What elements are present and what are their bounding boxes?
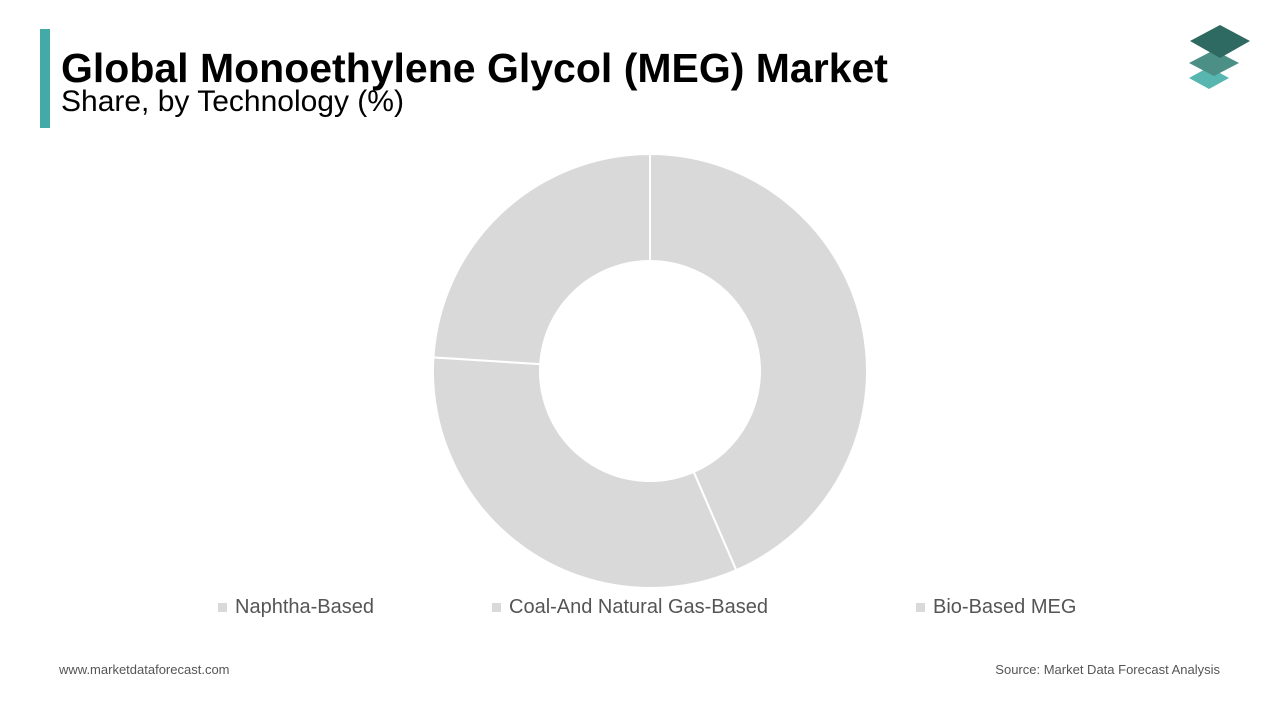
legend-swatch — [916, 602, 925, 612]
donut-slice-coal-and-natural-gas-based — [432, 356, 738, 589]
footer-website: www.marketdataforecast.com — [59, 662, 230, 677]
legend-label: Bio-Based MEG — [933, 595, 1077, 618]
logo-layer-middle — [1189, 50, 1239, 76]
donut-slice-naphtha-based — [649, 152, 868, 572]
chart-subtitle: Share, by Technology (%) — [61, 85, 404, 118]
legend-label: Naphtha-Based — [235, 595, 374, 618]
logo-layer-top — [1190, 25, 1250, 58]
title-accent-bar — [40, 29, 50, 128]
donut-slice-bio-based-meg — [432, 152, 651, 366]
legend-item-naphtha-based: Naphtha-Based — [218, 594, 374, 620]
legend-item-bio-based-meg: Bio-Based MEG — [916, 594, 1076, 620]
legend-swatch — [218, 602, 227, 612]
legend-label: Coal-And Natural Gas-Based — [509, 595, 769, 618]
chart-title: Global Monoethylene Glycol (MEG) Market — [61, 45, 888, 91]
legend-item-coal-and-natural-gas-based: Coal-And Natural Gas-Based — [492, 594, 768, 620]
legend-swatch — [492, 602, 501, 612]
footer-source: Source: Market Data Forecast Analysis — [995, 662, 1220, 677]
brand-logo-icon — [1189, 25, 1250, 89]
